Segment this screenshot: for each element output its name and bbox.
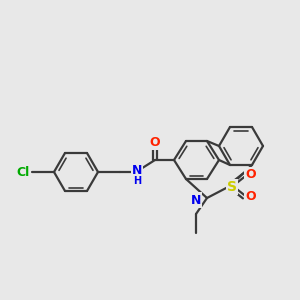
Text: H: H xyxy=(133,176,141,186)
Text: O: O xyxy=(246,169,256,182)
Text: O: O xyxy=(150,136,160,148)
Text: S: S xyxy=(227,180,237,194)
Text: O: O xyxy=(246,190,256,203)
Text: N: N xyxy=(132,164,142,178)
Text: N: N xyxy=(190,194,201,206)
Text: Cl: Cl xyxy=(17,166,30,178)
